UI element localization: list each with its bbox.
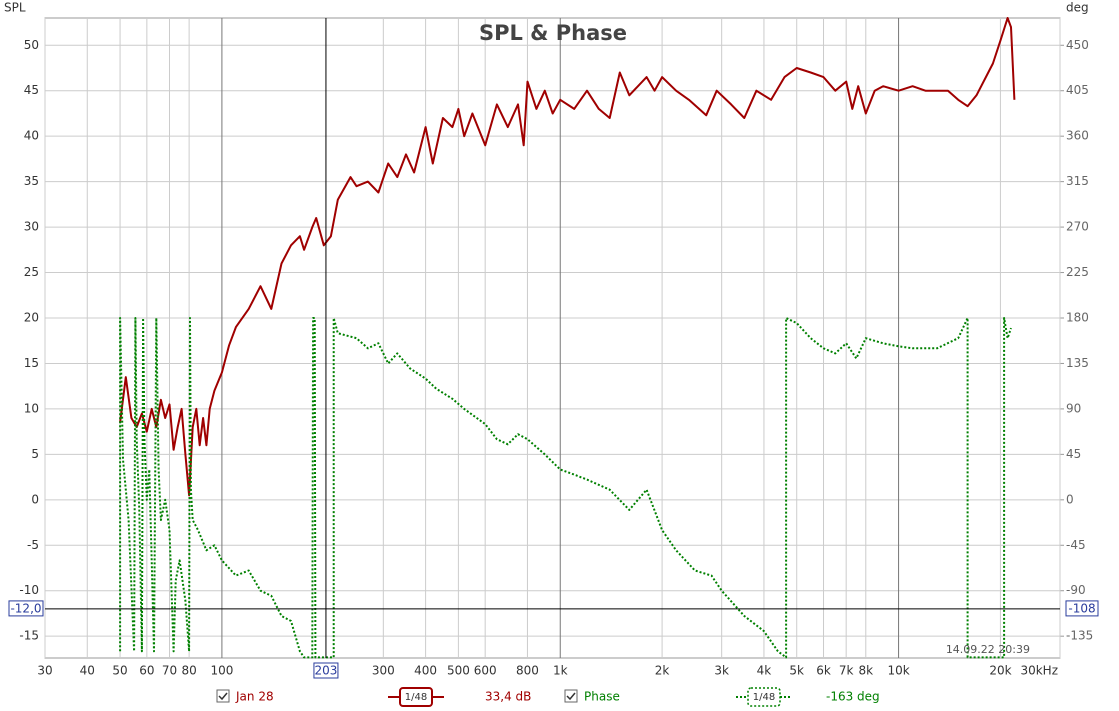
cursor-y2-label: -108	[1068, 601, 1095, 615]
y-tick-label: 25	[24, 265, 39, 279]
y-tick-label: 0	[31, 492, 39, 506]
x-tick-label: 600	[474, 664, 497, 678]
y2-tick-label: 315	[1066, 174, 1089, 188]
series-line	[119, 17, 1016, 497]
x-tick-label: 20k	[989, 664, 1011, 678]
y2-tick-label: -90	[1066, 583, 1086, 597]
y-tick-label: 50	[24, 38, 39, 52]
plot-area	[44, 17, 1061, 659]
y2-tick-label: 180	[1066, 311, 1089, 325]
legend: Jan 28 1/48 33,4 dB Phase 1/48 -163 deg	[216, 687, 880, 707]
x-tick-label: 1k	[553, 664, 568, 678]
y2-tick-label: 90	[1066, 401, 1081, 415]
readout: -163 deg	[826, 690, 880, 704]
x-tick-label: 5k	[789, 664, 804, 678]
y-tick-label: 45	[24, 83, 39, 97]
y2-tick-label: 360	[1066, 129, 1089, 143]
smoothing-label: 1/48	[753, 692, 775, 703]
y2-tick-label: 225	[1066, 265, 1089, 279]
y2-tick-label: 45	[1066, 447, 1081, 461]
x-tick-label: 800	[516, 664, 539, 678]
x-tick-label: 6k	[816, 664, 831, 678]
check-mark	[566, 692, 576, 701]
y2-tick-label: -135	[1066, 629, 1093, 643]
y2-tick-label: 135	[1066, 356, 1089, 370]
y-tick-label: 20	[24, 311, 39, 325]
cursor-y-label: -12,0	[10, 601, 41, 615]
y-tick-label: 40	[24, 129, 39, 143]
smoothing-label: 1/48	[405, 692, 427, 703]
smoothing-box[interactable]	[399, 687, 433, 707]
y2-tick-label: 270	[1066, 220, 1089, 234]
y2-axis-label: deg	[1066, 1, 1089, 15]
checkbox[interactable]	[564, 689, 578, 703]
x-tick-label: 50	[112, 664, 127, 678]
cursor-box	[313, 662, 339, 679]
x-tick-label: 60	[139, 664, 154, 678]
checkbox[interactable]	[216, 689, 230, 703]
y-tick-label: -15	[19, 629, 39, 643]
x-tick-label: 8k	[858, 664, 873, 678]
curves	[119, 17, 1016, 659]
y-tick-label: -5	[27, 538, 39, 552]
x-tick-label: 100	[210, 664, 233, 678]
y-tick-label: 5	[31, 447, 39, 461]
x-tick-label: 70	[162, 664, 177, 678]
y-tick-label: 35	[24, 174, 39, 188]
legend-label: Phase	[584, 690, 620, 704]
y2-tick-label: -45	[1066, 538, 1086, 552]
series-line	[119, 317, 1012, 659]
x-tick-label: 4k	[757, 664, 772, 678]
x-tick-label: 500	[447, 664, 470, 678]
x-tick-label: 30	[37, 664, 52, 678]
y-tick-label: 10	[24, 401, 39, 415]
readout: 33,4 dB	[485, 690, 531, 704]
check-mark	[218, 692, 228, 701]
x-tick-label: 40	[80, 664, 95, 678]
y-tick-label: -10	[19, 583, 39, 597]
y2-tick-label: 0	[1066, 492, 1074, 506]
cursor-box	[1065, 600, 1099, 617]
timestamp: 14.09.22 20:39	[946, 643, 1030, 656]
legend-label: Jan 28	[235, 690, 274, 704]
smoothing-box[interactable]	[747, 687, 781, 707]
x-tick-label: 3k	[714, 664, 729, 678]
x-tick-label: 2k	[655, 664, 670, 678]
cursor-x-label: 203	[314, 664, 337, 678]
y2-tick-label: 405	[1066, 83, 1089, 97]
y-tick-label: 15	[24, 356, 39, 370]
x-tick-label: 80	[181, 664, 196, 678]
x-tick-label: 400	[414, 664, 437, 678]
y-axis-label: SPL	[4, 1, 26, 15]
x-tick-label: 30kHz	[1020, 664, 1058, 678]
chart-title: SPL & Phase	[479, 21, 627, 45]
x-tick-label: 7k	[839, 664, 854, 678]
x-tick-label: 10k	[887, 664, 909, 678]
y-tick-label: 30	[24, 220, 39, 234]
cursor-box	[8, 600, 44, 617]
x-tick-label: 300	[372, 664, 395, 678]
y2-tick-label: 450	[1066, 38, 1089, 52]
